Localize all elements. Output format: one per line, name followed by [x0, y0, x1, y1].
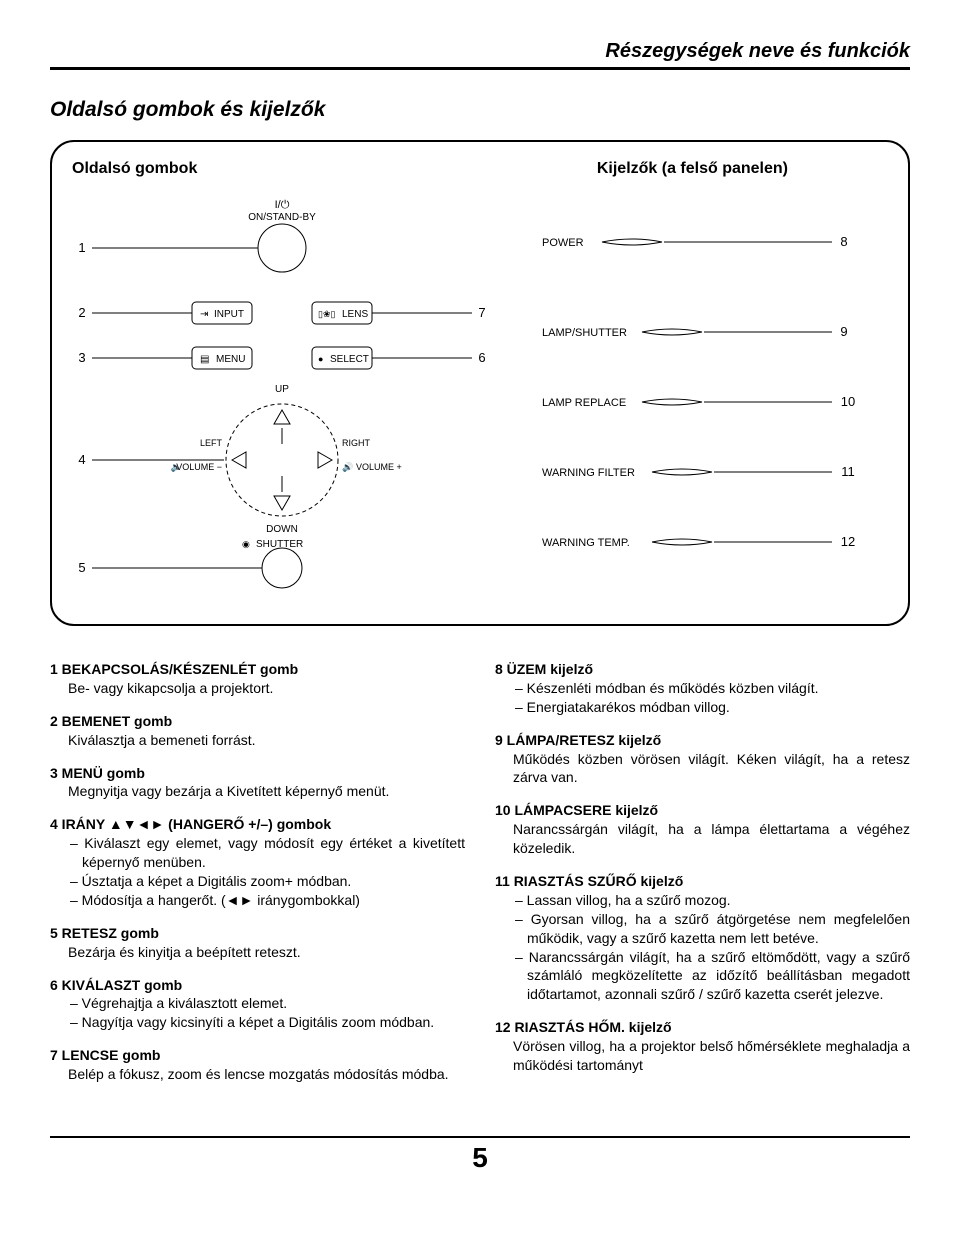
left-column: 1 BEKAPCSOLÁS/KÉSZENLÉT gombBe- vagy kik…	[50, 660, 465, 1098]
desc-sub: – Narancssárgán világít, ha a szűrő eltö…	[513, 948, 910, 1005]
desc-entry: 4 IRÁNY ▲▼◄► (HANGERŐ +/–) gombok– Kivál…	[50, 815, 465, 909]
desc-entry: 8 ÜZEM kijelző– Készenléti módban és műk…	[495, 660, 910, 717]
svg-text:SHUTTER: SHUTTER	[256, 539, 303, 550]
desc-title: 5 RETESZ gomb	[50, 924, 465, 943]
indicators-diagram: POWER 8 LAMP/SHUTTER 9 LAMP REPLACE 10 W…	[532, 192, 862, 602]
right-column: 8 ÜZEM kijelző– Készenléti módban és műk…	[495, 660, 910, 1098]
svg-text:LAMP/SHUTTER: LAMP/SHUTTER	[542, 327, 627, 339]
desc-body: Bezárja és kinyitja a beépített reteszt.	[50, 943, 465, 962]
svg-text:VOLUME −: VOLUME −	[176, 462, 222, 472]
svg-text:1: 1	[78, 240, 85, 255]
desc-title: 11 RIASZTÁS SZŰRŐ kijelző	[495, 872, 910, 891]
desc-entry: 12 RIASZTÁS HŐM. kijelzőVörösen villog, …	[495, 1018, 910, 1075]
desc-entry: 9 LÁMPA/RETESZ kijelzőMűködés közben vör…	[495, 731, 910, 788]
svg-text:◉: ◉	[242, 539, 250, 549]
svg-text:▤: ▤	[200, 354, 209, 365]
desc-body: Belép a fókusz, zoom és lencse mozgatás …	[50, 1065, 465, 1084]
desc-body: Narancssárgán világít, ha a lámpa életta…	[495, 820, 910, 858]
svg-text:ON/STAND-BY: ON/STAND-BY	[248, 212, 316, 223]
desc-title: 12 RIASZTÁS HŐM. kijelző	[495, 1018, 910, 1037]
desc-sub: – Gyorsan villog, ha a szűrő átgörgetése…	[513, 910, 910, 948]
svg-text:7: 7	[478, 305, 485, 320]
desc-sub: – Végrehajtja a kiválasztott elemet.	[68, 994, 465, 1013]
desc-sub: – Energiatakarékos módban villog.	[513, 698, 910, 717]
desc-entry: 11 RIASZTÁS SZŰRŐ kijelző– Lassan villog…	[495, 872, 910, 1004]
svg-text:SELECT: SELECT	[330, 354, 369, 365]
desc-entry: 10 LÁMPACSERE kijelzőNarancssárgán világ…	[495, 801, 910, 858]
desc-title: 4 IRÁNY ▲▼◄► (HANGERŐ +/–) gombok	[50, 815, 465, 834]
svg-text:10: 10	[841, 394, 855, 409]
desc-entry: 5 RETESZ gombBezárja és kinyitja a beépí…	[50, 924, 465, 962]
desc-body: Működés közben vörösen világít. Kéken vi…	[495, 750, 910, 788]
svg-text:▯❀▯: ▯❀▯	[318, 309, 335, 319]
svg-text:LEFT: LEFT	[200, 438, 223, 448]
svg-text:MENU: MENU	[216, 354, 245, 365]
svg-text:9: 9	[840, 324, 847, 339]
desc-body: Be- vagy kikapcsolja a projektort.	[50, 679, 465, 698]
desc-sub: – Lassan villog, ha a szűrő mozog.	[513, 891, 910, 910]
section-title: Oldalsó gombok és kijelzők	[50, 98, 910, 122]
svg-text:3: 3	[78, 350, 85, 365]
page-number: 5	[50, 1136, 910, 1174]
svg-text:12: 12	[841, 534, 855, 549]
svg-text:VOLUME +: VOLUME +	[356, 462, 402, 472]
desc-entry: 6 KIVÁLASZT gomb– Végrehajtja a kiválasz…	[50, 976, 465, 1033]
page-header: Részegységek neve és funkciók	[50, 40, 910, 70]
desc-title: 7 LENCSE gomb	[50, 1046, 465, 1065]
svg-text:UP: UP	[275, 384, 289, 395]
desc-entry: 1 BEKAPCSOLÁS/KÉSZENLÉT gombBe- vagy kik…	[50, 660, 465, 698]
side-buttons-diagram: I/⏻ ON/STAND-BY 1 ⇥ INPUT 2 ▯❀▯ LENS 7 ▤	[72, 192, 512, 592]
desc-entry: 2 BEMENET gombKiválasztja a bemeneti for…	[50, 712, 465, 750]
desc-title: 9 LÁMPA/RETESZ kijelző	[495, 731, 910, 750]
svg-text:INPUT: INPUT	[214, 309, 244, 320]
svg-text:2: 2	[78, 305, 85, 320]
desc-body: Kiválasztja a bemeneti forrást.	[50, 731, 465, 750]
desc-sub: – Kiválaszt egy elemet, vagy módosít egy…	[68, 834, 465, 872]
desc-title: 8 ÜZEM kijelző	[495, 660, 910, 679]
svg-text:I/⏻: I/⏻	[275, 199, 290, 211]
svg-text:11: 11	[841, 464, 855, 479]
desc-title: 6 KIVÁLASZT gomb	[50, 976, 465, 995]
diagram-panel: Oldalsó gombok Kijelzők (a felső panelen…	[50, 140, 910, 626]
desc-sub: – Módosítja a hangerőt. (◄► iránygombokk…	[68, 891, 465, 910]
desc-sub: – Nagyítja vagy kicsinyíti a képet a Dig…	[68, 1013, 465, 1032]
svg-text:WARNING TEMP.: WARNING TEMP.	[542, 537, 630, 549]
desc-entry: 3 MENÜ gombMegnyitja vagy bezárja a Kive…	[50, 764, 465, 802]
svg-text:🔊: 🔊	[342, 461, 353, 473]
svg-text:POWER: POWER	[542, 237, 584, 249]
svg-text:4: 4	[78, 452, 85, 467]
svg-text:RIGHT: RIGHT	[342, 438, 371, 448]
svg-text:●: ●	[318, 354, 323, 364]
desc-sub: – Úsztatja a képet a Digitális zoom+ mód…	[68, 872, 465, 891]
desc-title: 1 BEKAPCSOLÁS/KÉSZENLÉT gomb	[50, 660, 465, 679]
desc-title: 10 LÁMPACSERE kijelző	[495, 801, 910, 820]
descriptions: 1 BEKAPCSOLÁS/KÉSZENLÉT gombBe- vagy kik…	[50, 660, 910, 1098]
left-subtitle: Oldalsó gombok	[72, 160, 197, 178]
svg-text:⇥: ⇥	[200, 309, 208, 320]
desc-body: Megnyitja vagy bezárja a Kivetített képe…	[50, 782, 465, 801]
desc-title: 3 MENÜ gomb	[50, 764, 465, 783]
desc-body: Vörösen villog, ha a projektor belső hőm…	[495, 1037, 910, 1075]
desc-entry: 7 LENCSE gombBelép a fókusz, zoom és len…	[50, 1046, 465, 1084]
desc-sub: – Készenléti módban és működés közben vi…	[513, 679, 910, 698]
svg-text:5: 5	[78, 560, 85, 575]
svg-text:DOWN: DOWN	[266, 524, 298, 535]
right-subtitle: Kijelzők (a felső panelen)	[597, 160, 788, 178]
svg-text:6: 6	[478, 350, 485, 365]
svg-text:8: 8	[840, 234, 847, 249]
desc-title: 2 BEMENET gomb	[50, 712, 465, 731]
svg-text:LAMP REPLACE: LAMP REPLACE	[542, 397, 626, 409]
svg-text:WARNING FILTER: WARNING FILTER	[542, 467, 635, 479]
svg-text:LENS: LENS	[342, 309, 368, 320]
